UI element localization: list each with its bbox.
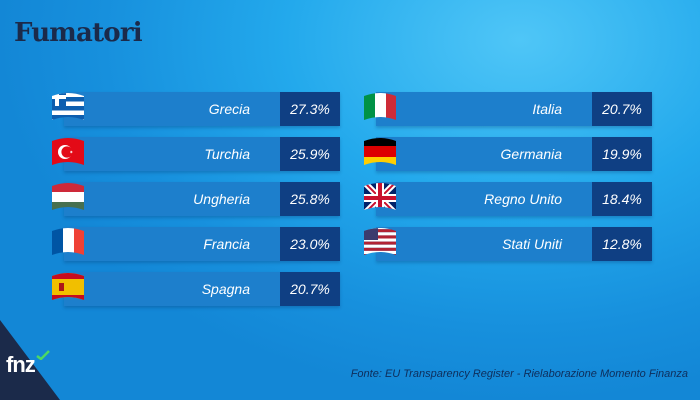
country-name: Stati Uniti [502,236,562,252]
country-row: Germania 19.9% [360,137,652,171]
country-value: 23.0% [280,227,340,261]
country-name: Regno Unito [484,191,562,207]
italy-flag [364,93,396,120]
spain-flag [52,273,84,300]
country-row: Regno Unito 18.4% [360,182,652,216]
source-note: Fonte: EU Transparency Register - Rielab… [350,368,688,380]
country-row: Spagna 20.7% [48,272,340,306]
country-value: 20.7% [592,92,652,126]
country-value: 18.4% [592,182,652,216]
uk-flag [364,183,396,210]
country-name: Germania [500,146,562,162]
logo-triangle [0,320,60,400]
logo-check-icon [36,350,50,360]
country-name: Grecia [208,101,250,117]
country-name: Francia [203,236,250,252]
country-value: 19.9% [592,137,652,171]
country-row: Ungheria 25.8% [48,182,340,216]
country-row: Stati Uniti 12.8% [360,227,652,261]
country-name: Italia [532,101,562,117]
country-name: Spagna [201,281,250,297]
country-name: Turchia [204,146,250,162]
country-value: 27.3% [280,92,340,126]
france-flag [52,228,84,255]
country-row: Italia 20.7% [360,92,652,126]
fnz-logo: fnz [6,350,50,378]
country-value: 25.8% [280,182,340,216]
country-row: Grecia 27.3% [48,92,340,126]
greece-flag [52,93,84,120]
logo-text: fnz [6,352,36,377]
country-row: Francia 23.0% [48,227,340,261]
country-row: Turchia 25.9% [48,137,340,171]
country-name: Ungheria [193,191,250,207]
country-value: 20.7% [280,272,340,306]
hungary-flag [52,183,84,210]
country-value: 25.9% [280,137,340,171]
usa-flag [364,228,396,255]
page-title: Fumatori [14,18,143,48]
turkey-flag [52,138,84,165]
germany-flag [364,138,396,165]
country-value: 12.8% [592,227,652,261]
